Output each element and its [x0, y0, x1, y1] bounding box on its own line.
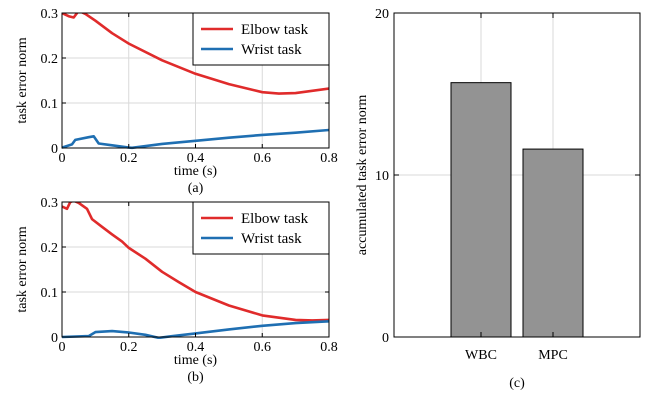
y-tick-label: 10	[375, 169, 389, 184]
x-tick-label: MPC	[538, 348, 568, 363]
y-tick-label: 0.1	[41, 286, 59, 301]
subfigure-caption: (b)	[187, 370, 204, 385]
x-tick-label: 0.6	[254, 340, 272, 355]
legend-label: Wrist task	[241, 231, 302, 247]
x-axis-label: time (s)	[174, 164, 217, 179]
y-axis-label: accumulated task error norm	[355, 95, 370, 256]
y-tick-label: 0.2	[41, 241, 59, 256]
subfigure-caption: (a)	[188, 181, 204, 196]
y-axis-label: task error norm	[15, 226, 30, 312]
y-tick-label: 0.3	[41, 7, 59, 22]
x-tick-label: 0.2	[120, 151, 138, 166]
subfigure-caption: (c)	[509, 376, 525, 391]
y-tick-label: 0.1	[41, 97, 59, 112]
y-axis-label: task error norm	[15, 37, 30, 123]
x-tick-label: 0	[59, 151, 66, 166]
y-tick-label: 0	[51, 331, 58, 346]
legend-label: Elbow task	[241, 211, 309, 227]
bar-chart-c	[394, 13, 640, 337]
y-tick-label: 0.2	[41, 52, 59, 67]
legend-label: Wrist task	[241, 42, 302, 58]
x-tick-label: 0.2	[120, 340, 138, 355]
bar-wbc	[451, 83, 511, 337]
x-tick-label: 0.8	[320, 151, 338, 166]
legend-label: Elbow task	[241, 22, 309, 38]
y-tick-label: 0.3	[41, 196, 59, 211]
y-tick-label: 20	[375, 7, 389, 22]
x-tick-label: WBC	[465, 348, 497, 363]
x-tick-label: 0.6	[254, 151, 272, 166]
y-tick-label: 0	[382, 331, 389, 346]
y-tick-label: 0	[51, 142, 58, 157]
x-tick-label: 0.8	[320, 340, 338, 355]
x-tick-label: 0	[59, 340, 66, 355]
x-axis-label: time (s)	[174, 353, 217, 368]
bar-mpc	[523, 149, 583, 337]
